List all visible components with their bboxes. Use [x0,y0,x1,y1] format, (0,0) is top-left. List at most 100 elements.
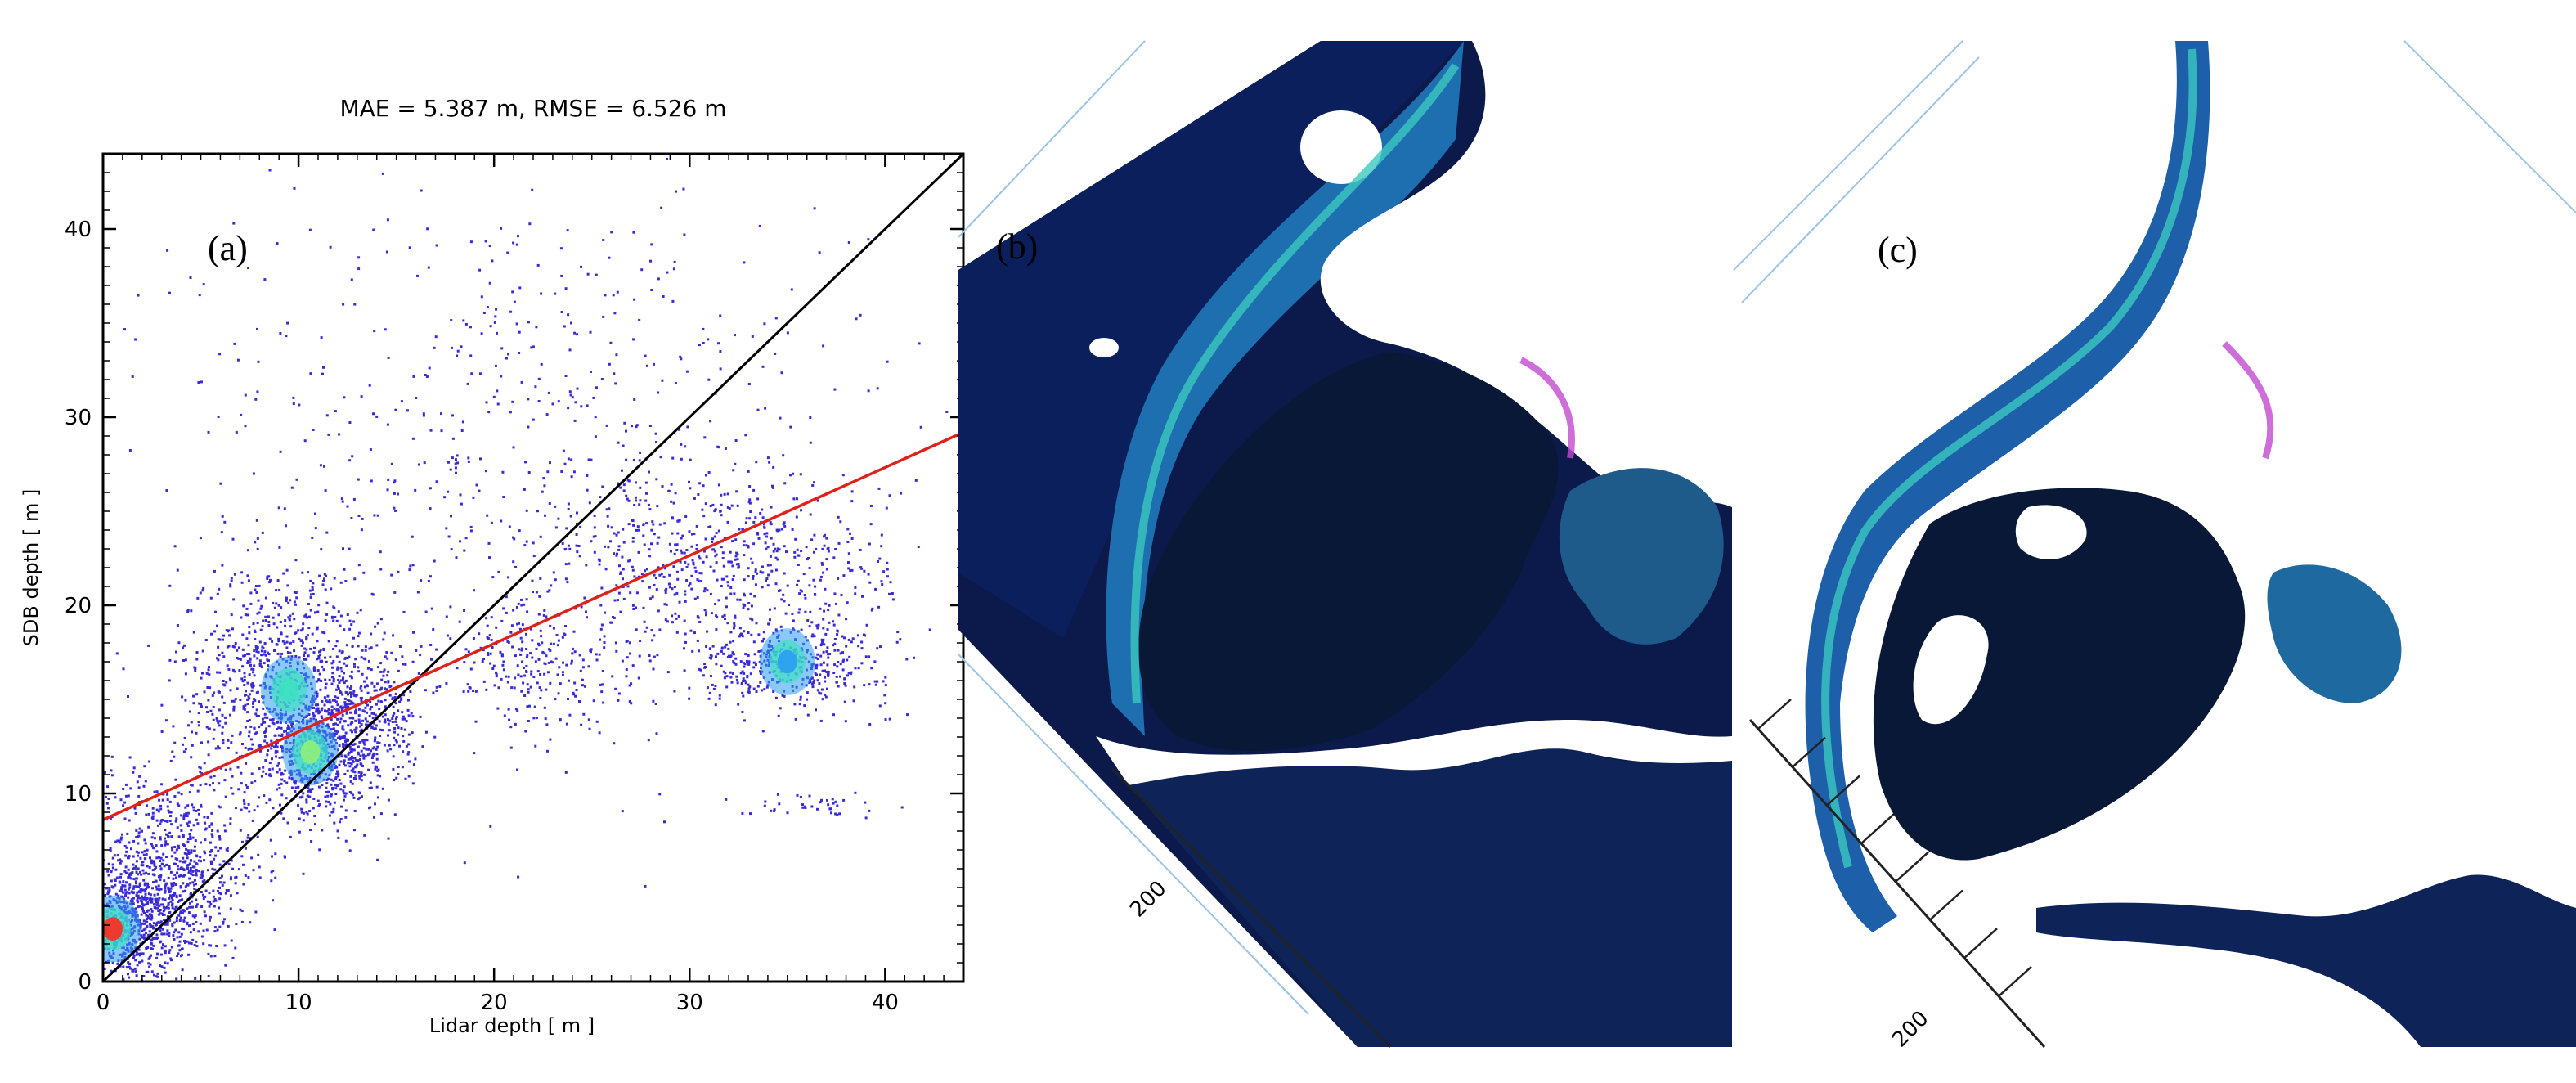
scatter-point [574,694,577,698]
scatter-point [328,814,331,817]
scatter-point [160,932,164,936]
scatter-point [137,948,141,951]
scatter-point [240,677,244,681]
scatter-point [639,451,642,454]
scatter-point [366,684,369,687]
scatter-point [155,865,158,869]
scatter-point [605,508,608,511]
scatter-point [275,744,278,746]
scatter-point [141,851,144,854]
scatter-point [277,640,280,643]
scatter-point [598,653,601,656]
scatter-point [592,535,595,538]
scatter-point [314,527,317,530]
scatter-point [393,481,396,484]
scatter-point [137,854,139,857]
scatter-point [280,726,283,730]
scatter-point [155,808,159,811]
scatter-point [174,883,177,886]
scatter-point [387,837,390,840]
scatter-point [579,525,582,528]
scatter-point [837,613,841,617]
scatter-point [370,712,374,715]
scatter-point [176,865,179,868]
scatter-point [292,402,295,405]
scatter-point [763,688,766,691]
scatter-point [884,684,887,687]
scatter-point [206,686,209,689]
scatter-point [171,750,174,753]
scatter-point [254,585,258,587]
scatter-point [796,583,799,586]
scatter-point [648,548,651,551]
scatter-point [568,348,572,352]
scatter-point [565,722,568,726]
scatter-point [119,860,123,863]
scatter-point [176,624,179,627]
scatter-point [668,586,671,589]
scatter-point [146,865,149,868]
scatter-point [241,665,245,668]
scatter-point [576,387,579,390]
scatter-point [881,583,884,586]
scatter-point [276,741,279,744]
scatter-point [571,396,574,399]
scatter-point [302,811,305,815]
scatter-point [318,650,321,654]
scatter-point [645,522,648,525]
scatter-point [698,344,701,347]
scatter-point [770,809,773,812]
scatter-point [226,847,229,850]
scatter-point [729,655,732,658]
scatter-point [531,579,534,582]
scatter-point [155,933,159,937]
scatter-point [350,750,352,753]
scatter-point [190,859,193,862]
scatter-point [324,619,327,622]
scatter-point [467,650,470,654]
scatter-point [374,802,376,806]
scatter-point [394,509,397,512]
scatter-point [558,666,561,669]
scatter-point [832,556,836,559]
scatter-point [357,515,361,517]
scatter-point [650,289,653,291]
scatter-point [119,861,122,865]
scatter-point [822,571,825,574]
scatter-point [461,420,464,424]
scatter-point [166,929,169,932]
scatter-point [761,586,764,589]
scatter-point [575,689,578,691]
scatter-point [132,891,136,894]
scatter-point [364,658,367,661]
scatter-point [227,862,231,865]
scatter-point [128,855,131,858]
scatter-point [148,913,151,916]
scatter-point [186,822,189,825]
scatter-point [155,888,159,891]
scatter-point [354,730,357,734]
scatter-point [761,365,765,368]
scatter-point [248,730,251,734]
scatter-point [534,660,537,663]
scatter-point [826,646,829,649]
scatter-point [304,784,307,787]
scatter-point [671,587,674,591]
scatter-point [142,928,146,932]
scatter-point [804,596,807,600]
scatter-point [312,582,315,585]
scatter-point [576,550,579,554]
scatter-point [175,848,178,852]
scatter-point [258,659,262,663]
scatter-point [164,820,168,823]
scatter-point [765,532,769,535]
scatter-point [193,915,196,919]
scatter-point [506,681,509,684]
scatter-point [797,564,800,566]
scatter-point [589,330,592,334]
scatter-point [181,927,184,930]
scatter-point [726,506,729,509]
scatter-point [168,800,172,803]
scatter-point [306,794,309,798]
scatter-point [195,855,199,858]
